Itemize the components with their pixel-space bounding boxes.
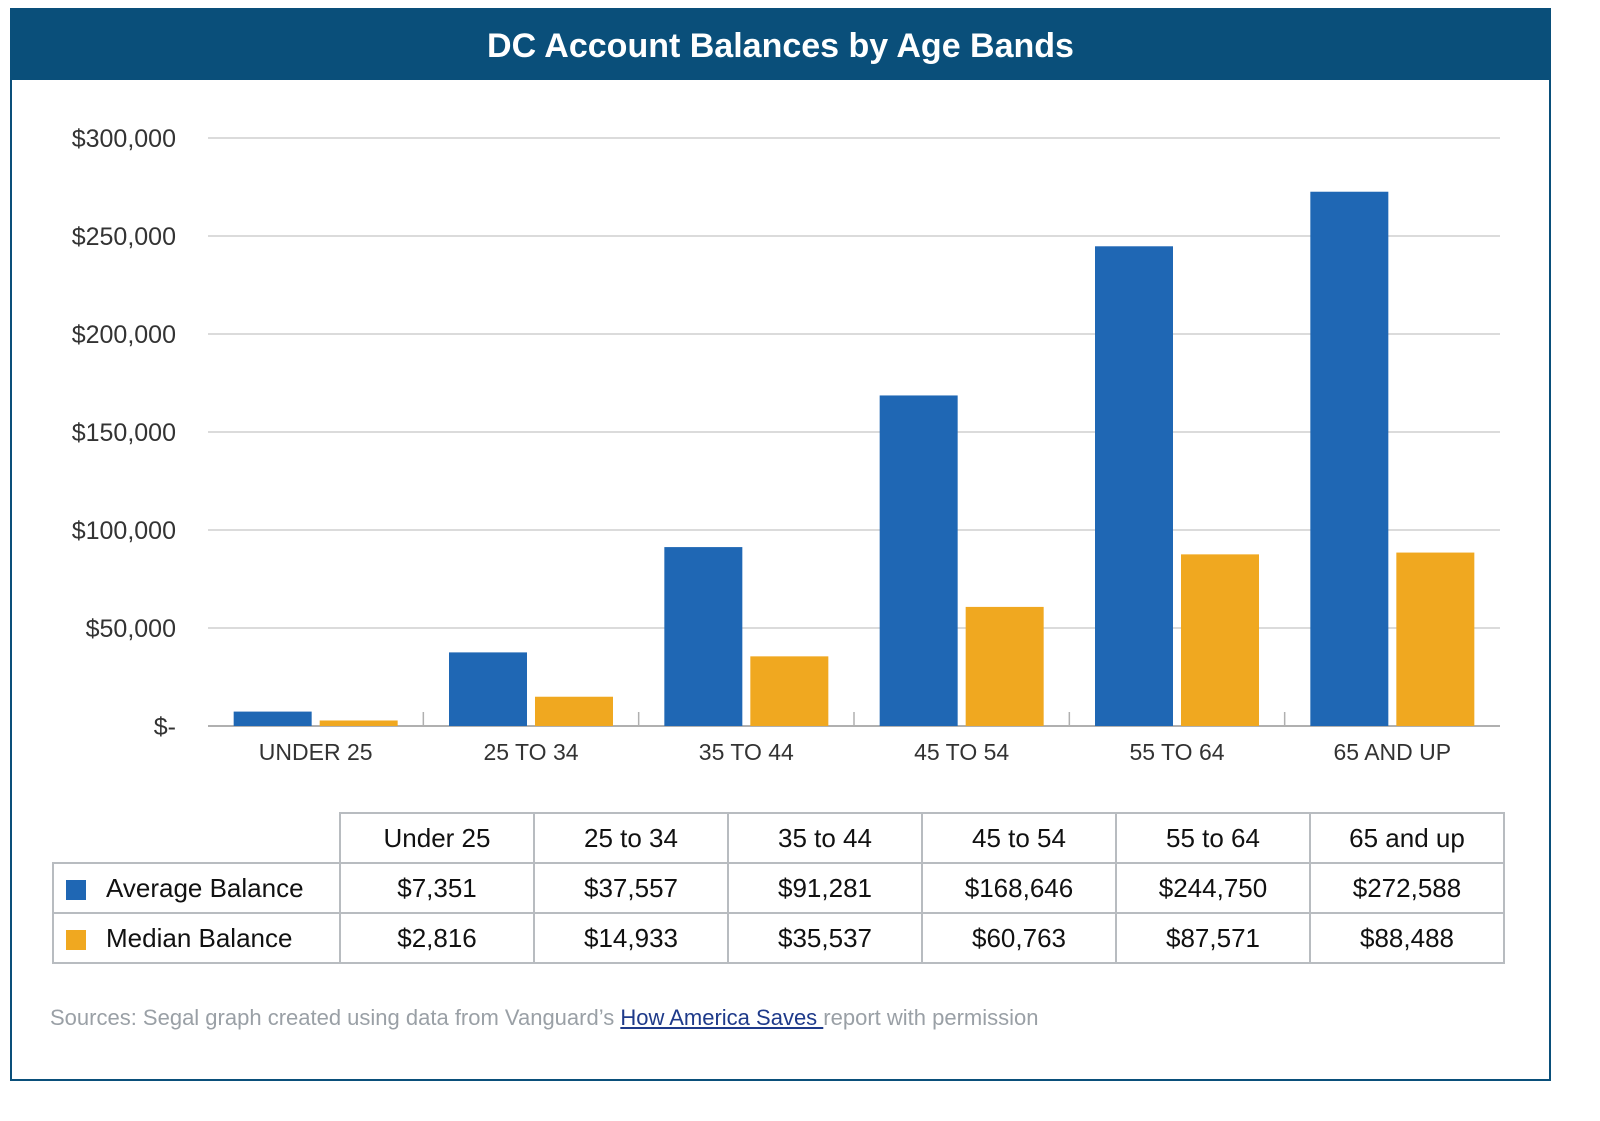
- table-row-median: Median Balance $2,816 $14,933 $35,537 $6…: [52, 912, 1505, 964]
- chart-title: DC Account Balances by Age Bands: [12, 10, 1549, 80]
- bar-chart: $- $50,000 $100,000 $150,000 $200,000 $250,00…: [72, 125, 1500, 765]
- table-cell: $88,488: [1309, 912, 1505, 964]
- table-header-row: Under 25 25 to 34 35 to 44 45 to 54 55 t…: [53, 812, 1505, 864]
- bar-average: [664, 547, 743, 726]
- table-cell: $37,557: [533, 862, 729, 914]
- table-cell: $14,933: [533, 912, 729, 964]
- bar-median: [1396, 552, 1475, 726]
- bar-average: [879, 395, 958, 726]
- y-axis-ticks: $- $50,000 $100,000 $150,000 $200,000 $250,00…: [72, 125, 176, 741]
- bar-median: [535, 696, 613, 726]
- x-tick-label: UNDER 25: [259, 739, 373, 765]
- x-tick-label: 55 TO 64: [1129, 739, 1224, 765]
- x-tick-label: 35 TO 44: [699, 739, 794, 765]
- data-table: Under 25 25 to 34 35 to 44 45 to 54 55 t…: [52, 812, 1505, 964]
- x-axis-ticks: UNDER 25 25 TO 34 35 TO 44 45 TO 54 55 TO 64…: [259, 739, 1451, 765]
- table-cell: $87,571: [1115, 912, 1311, 964]
- y-tick-label: $200,000: [72, 321, 176, 349]
- x-tick-label: 25 TO 34: [483, 739, 578, 765]
- table-cell: $60,763: [921, 912, 1117, 964]
- bar-average: [1095, 246, 1173, 727]
- legend-swatch-median: [66, 929, 86, 950]
- table-cell: $244,750: [1115, 862, 1311, 914]
- bar-average: [449, 652, 527, 726]
- table-header: Under 25: [339, 812, 535, 864]
- y-tick-label: $50,000: [86, 615, 176, 643]
- bar-median: [1181, 554, 1259, 726]
- table-cell: $91,281: [727, 862, 923, 914]
- legend-swatch-average: [66, 879, 86, 900]
- table-header: 55 to 64: [1115, 812, 1311, 864]
- table-header: 65 and up: [1309, 812, 1505, 864]
- legend-label: Average Balance: [106, 872, 304, 903]
- table-header: 25 to 34: [533, 812, 729, 864]
- bar-average: [1310, 191, 1389, 726]
- table-cell: $7,351: [339, 862, 535, 914]
- bar-median: [965, 606, 1044, 726]
- x-tick-label: 45 TO 54: [914, 739, 1009, 765]
- y-tick-label: $300,000: [72, 125, 176, 153]
- table-header: 35 to 44: [727, 812, 923, 864]
- legend-median: Median Balance: [52, 912, 341, 964]
- table-cell: $272,588: [1309, 862, 1505, 914]
- y-tick-label: $100,000: [72, 517, 176, 545]
- table-header: 45 to 54: [921, 812, 1117, 864]
- bar-median: [319, 720, 398, 726]
- source-prefix: Sources: Segal graph created using data …: [50, 1005, 621, 1030]
- table-cell: $2,816: [339, 912, 535, 964]
- y-tick-label: $250,000: [72, 223, 176, 251]
- source-link[interactable]: How America Saves: [620, 1005, 824, 1030]
- bar-median: [750, 656, 829, 726]
- bar-average: [233, 711, 312, 726]
- y-tick-label: $150,000: [72, 419, 176, 447]
- table-cell: $168,646: [921, 862, 1117, 914]
- table-row-average: Average Balance $7,351 $37,557 $91,281 $…: [52, 862, 1505, 914]
- source-suffix: report with permission: [823, 1005, 1039, 1030]
- x-tick-label: 65 AND UP: [1334, 739, 1452, 765]
- table-cell: $35,537: [727, 912, 923, 964]
- table-corner: [53, 813, 341, 864]
- y-tick-label: $-: [154, 713, 176, 741]
- legend-label: Median Balance: [106, 922, 293, 953]
- bars: [233, 191, 1475, 727]
- legend-average: Average Balance: [52, 862, 341, 914]
- gridlines: [208, 137, 1500, 727]
- source-note: Sources: Segal graph created using data …: [50, 1005, 1038, 1031]
